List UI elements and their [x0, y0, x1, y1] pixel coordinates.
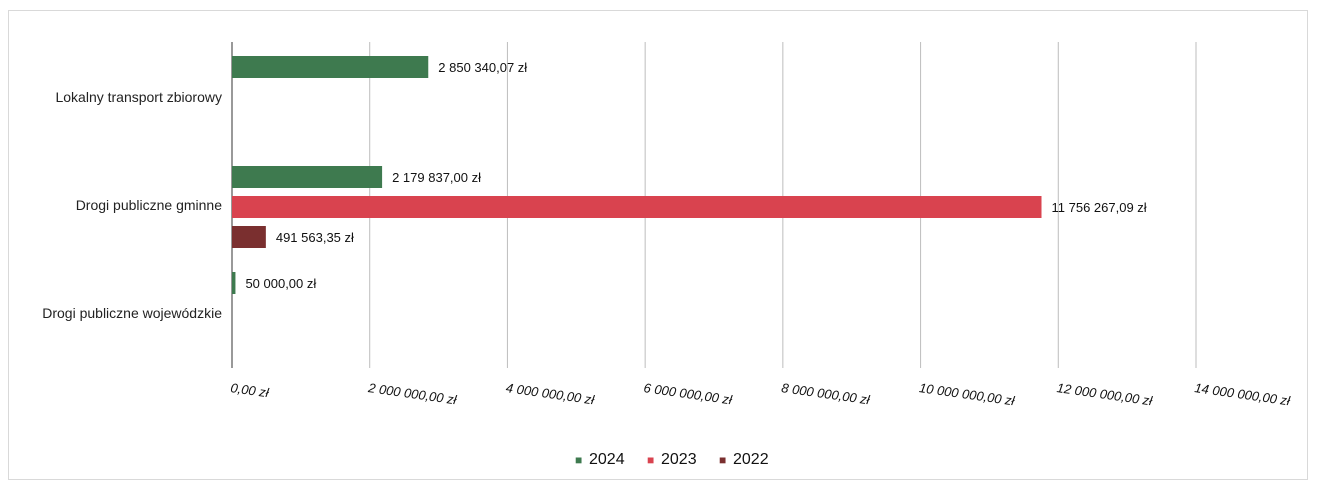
legend-marker-icon: ■ [719, 453, 726, 467]
legend-entry-label: 2023 [661, 451, 697, 468]
x-tick-label: 14 000 000,00 zł [1194, 380, 1292, 408]
x-tick-label: 8 000 000,00 zł [780, 380, 871, 407]
legend-marker-icon: ■ [575, 453, 582, 467]
chart-frame [8, 10, 1308, 480]
x-tick-label: 12 000 000,00 zł [1056, 380, 1154, 408]
data-label: 11 756 267,09 zł [1052, 200, 1147, 215]
bar-2024 [232, 166, 383, 188]
data-label: 50 000,00 zł [245, 276, 316, 291]
legend-entry-label: 2022 [733, 451, 769, 468]
category-label: Drogi publiczne wojewódzkie [42, 305, 222, 321]
legend-marker-icon: ■ [647, 453, 654, 467]
bar-2023 [232, 196, 1042, 218]
x-tick-label: 6 000 000,00 zł [643, 380, 734, 407]
data-label: 2 179 837,00 zł [392, 170, 481, 185]
legend-entry-label: 2024 [589, 451, 625, 468]
x-tick-label: 0,00 zł [230, 380, 271, 400]
x-tick-label: 2 000 000,00 zł [366, 380, 458, 408]
bar-2024 [232, 56, 429, 78]
bar-2022 [232, 226, 266, 248]
category-label: Drogi publiczne gminne [76, 197, 223, 213]
category-label: Lokalny transport zbiorowy [55, 89, 222, 105]
data-label: 491 563,35 zł [276, 230, 354, 245]
x-tick-label: 10 000 000,00 zł [918, 380, 1016, 408]
bar-2024 [232, 272, 236, 294]
data-label: 2 850 340,07 zł [438, 60, 527, 75]
x-tick-label: 4 000 000,00 zł [505, 380, 596, 407]
